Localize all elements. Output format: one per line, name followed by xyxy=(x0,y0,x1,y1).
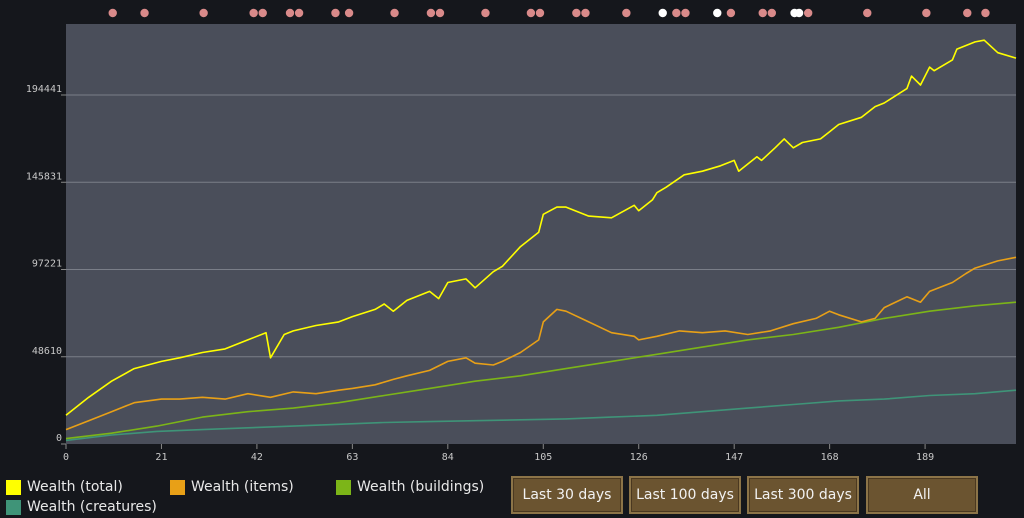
plot-area xyxy=(66,24,1016,444)
event-marker xyxy=(622,8,631,18)
x-tick-label: 21 xyxy=(155,452,167,463)
x-tick-label: 63 xyxy=(346,452,358,463)
event-marker xyxy=(572,8,581,18)
event-marker xyxy=(258,8,267,18)
x-tick-label: 105 xyxy=(534,452,552,463)
y-tick-label: 0 xyxy=(56,433,62,444)
y-tick-label: 97221 xyxy=(32,259,62,270)
event-marker xyxy=(758,8,767,18)
event-marker xyxy=(526,8,536,18)
event-marker xyxy=(672,8,681,18)
y-tick-label: 145831 xyxy=(26,171,62,182)
x-tick-label: 84 xyxy=(442,452,454,463)
event-marker xyxy=(681,8,690,18)
series-line-creatures xyxy=(65,389,1017,442)
legend-swatch-items xyxy=(170,479,185,495)
event-marker xyxy=(199,8,208,18)
series-line-total xyxy=(65,39,1017,416)
event-marker xyxy=(390,8,399,18)
event-marker xyxy=(713,8,722,18)
event-marker xyxy=(963,8,972,18)
legend-swatch-buildings xyxy=(336,479,351,495)
event-marker xyxy=(726,8,736,18)
event-marker xyxy=(426,8,436,18)
series-line-buildings xyxy=(65,301,1017,440)
legend-item-items: Wealth (items) xyxy=(170,477,294,497)
event-marker xyxy=(658,8,667,18)
event-marker xyxy=(535,8,545,18)
event-marker xyxy=(331,8,340,18)
x-tick-label: 189 xyxy=(916,452,934,463)
x-tick-label: 42 xyxy=(251,452,263,463)
x-tick-label: 168 xyxy=(821,452,839,463)
event-marker xyxy=(863,8,872,18)
event-marker xyxy=(581,8,590,18)
event-marker xyxy=(803,8,813,18)
event-marker xyxy=(249,8,258,18)
legend-swatch-creatures xyxy=(6,499,21,515)
all-button[interactable]: All xyxy=(866,476,978,514)
legend-label-creatures: Wealth (creatures) xyxy=(27,499,157,515)
event-marker xyxy=(108,8,117,18)
x-tick-label: 126 xyxy=(630,452,648,463)
wealth-chart: 0 48610 97221 145831 194441 0 21 42 63 84 105 126 14… xyxy=(26,8,1017,463)
last-100-days-button[interactable]: Last 100 days xyxy=(629,476,741,514)
legend-item-creatures: Wealth (creatures) xyxy=(6,497,157,517)
event-marker xyxy=(767,8,777,18)
legend-label-buildings: Wealth (buildings) xyxy=(357,479,485,495)
event-marker xyxy=(981,8,990,18)
last-300-days-button[interactable]: Last 300 days xyxy=(747,476,859,514)
event-marker xyxy=(344,8,354,18)
y-tick-label: 194441 xyxy=(26,84,62,95)
event-marker xyxy=(794,8,804,18)
event-marker xyxy=(294,8,304,18)
y-tick-label: 48610 xyxy=(32,346,62,357)
legend-item-buildings: Wealth (buildings) xyxy=(336,477,484,497)
event-marker xyxy=(435,8,445,18)
event-marker xyxy=(285,8,295,18)
event-marker xyxy=(922,8,931,18)
series-line-items xyxy=(65,256,1017,431)
last-30-days-button[interactable]: Last 30 days xyxy=(511,476,623,514)
legend-label-items: Wealth (items) xyxy=(191,479,294,495)
event-marker xyxy=(481,8,490,18)
legend-label-total: Wealth (total) xyxy=(27,479,123,495)
event-marker xyxy=(140,8,149,18)
legend-swatch-total xyxy=(6,479,21,495)
x-tick-label: 147 xyxy=(725,452,743,463)
x-tick-label: 0 xyxy=(63,452,69,463)
legend-item-total: Wealth (total) xyxy=(6,477,123,497)
